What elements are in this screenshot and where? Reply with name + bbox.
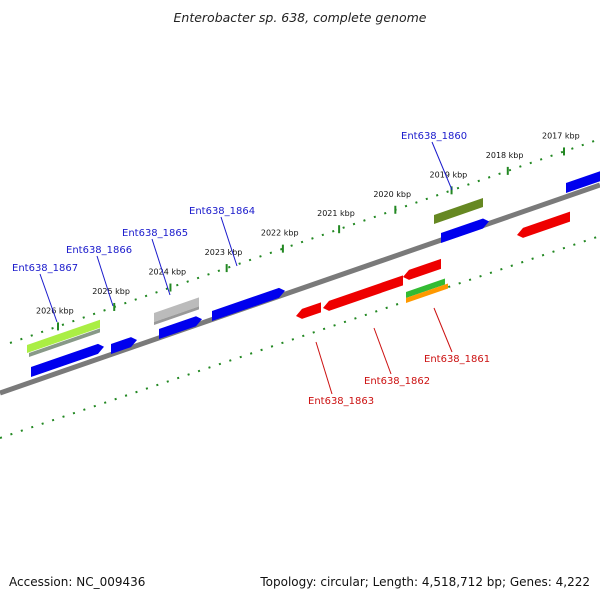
scale-tick-label: 2020 kbp (373, 190, 411, 199)
reverse-gene-1863 (296, 302, 321, 319)
gene-label-leader (433, 307, 453, 353)
scale-tick-label: 2024 kbp (148, 268, 186, 277)
gene-label: Ent638_1867 (12, 263, 78, 274)
gene-feature-orange (406, 283, 448, 303)
forward-gene-1865 (159, 316, 202, 339)
scale-tick-label: 2025 kbp (92, 287, 130, 296)
forward-gene-1866 (111, 337, 137, 354)
gene-label-leader (39, 273, 58, 323)
map-title: Enterobacter sp. 638, complete genome (173, 10, 427, 25)
gene-label: Ent638_1864 (189, 206, 255, 217)
gene-label: Ent638_1862 (364, 376, 430, 387)
gene-label: Ent638_1863 (308, 396, 374, 407)
gene-label-leader (315, 341, 333, 395)
gene-label-leader (96, 255, 114, 307)
gene-feature-gray (154, 297, 199, 322)
genome-summary-text: Topology: circular; Length: 4,518,712 bp… (260, 575, 590, 589)
gene-feature-gray-shadow (154, 306, 199, 325)
reverse-gene-1858 (517, 211, 570, 238)
gene-feature-green (406, 278, 445, 298)
accession-text: Accession: NC_009436 (9, 575, 146, 589)
scale-tick-label: 2023 kbp (205, 248, 243, 257)
scale-tick-label: 2022 kbp (261, 229, 299, 238)
forward-gene-1864 (212, 287, 285, 321)
scale-tick-label: 2018 kbp (486, 151, 524, 160)
scale-tick-label: 2019 kbp (430, 170, 468, 179)
forward-gene-1859 (566, 171, 600, 193)
reverse-gene-1861 (403, 258, 441, 280)
gene-label: Ent638_1861 (424, 354, 490, 365)
gene-label-leader (373, 327, 392, 375)
gene-label: Ent638_1860 (401, 131, 467, 142)
scale-tick-label: 2026 kbp (36, 306, 74, 315)
scale-tick-label: 2017 kbp (542, 131, 580, 140)
forward-gene-1867 (31, 343, 104, 377)
scale-line-lower (0, 235, 600, 439)
gene-feature-light-green (27, 319, 100, 353)
gene-label: Ent638_1866 (66, 245, 132, 256)
gene-label-leader (151, 238, 171, 296)
reverse-gene-1862 (323, 275, 403, 311)
genome-backbone (0, 182, 600, 396)
gene-feature-olive (434, 198, 483, 224)
gene-label-leader (431, 141, 453, 191)
gene-label-leader (220, 216, 238, 267)
forward-gene-1860 (441, 218, 489, 243)
gene-label: Ent638_1865 (122, 228, 188, 239)
gene-feature-light-green-shadow (29, 328, 100, 357)
scale-tick-label: 2021 kbp (317, 209, 355, 218)
